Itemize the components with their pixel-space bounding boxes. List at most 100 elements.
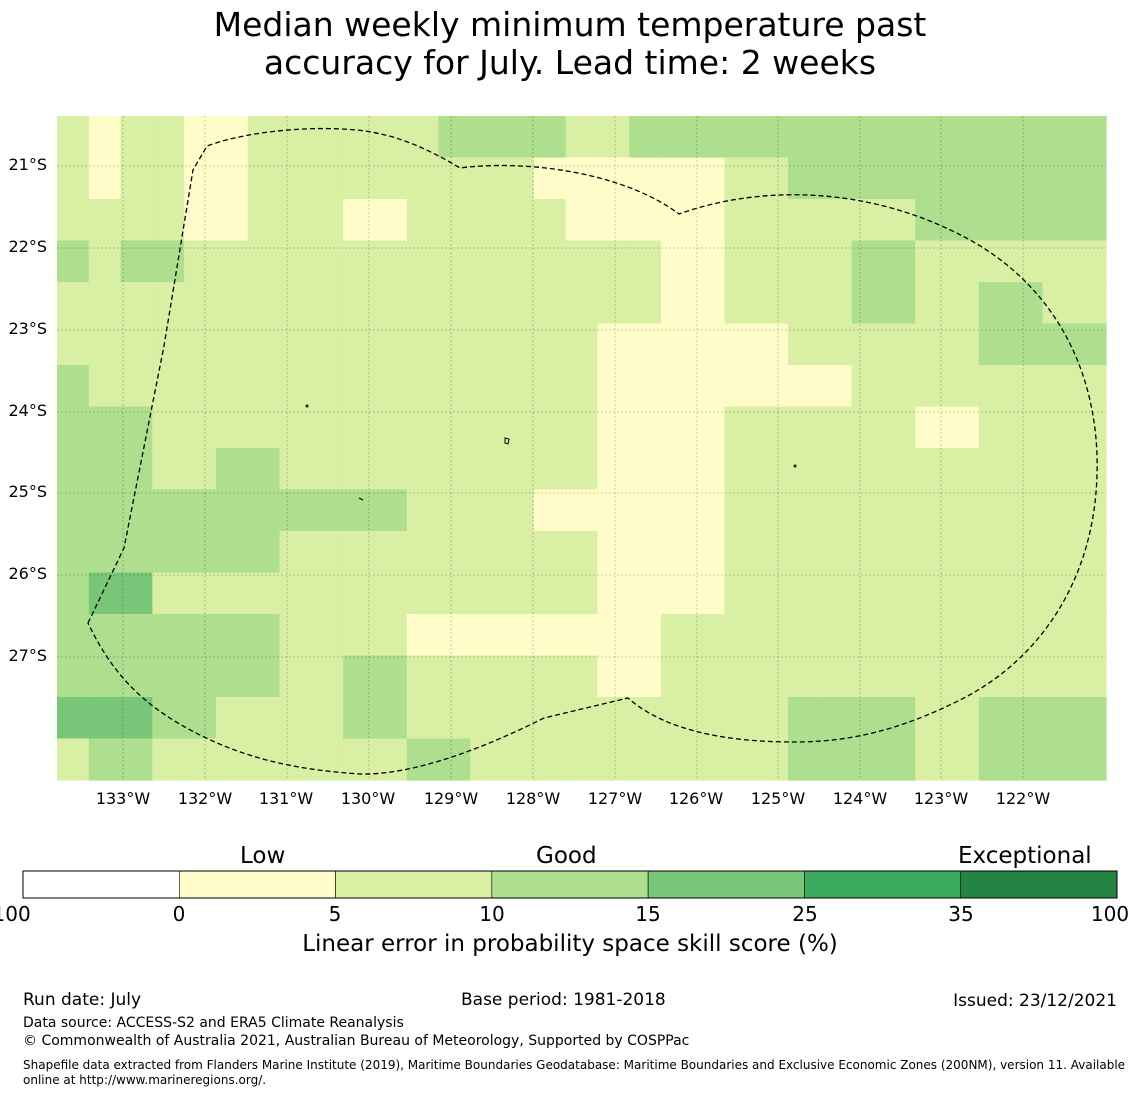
grid-cell xyxy=(629,240,662,283)
grid-cell xyxy=(152,655,185,698)
colorbar-title: Linear error in probability space skill … xyxy=(302,931,838,957)
grid-cell xyxy=(851,282,885,325)
grid-cell xyxy=(629,406,662,449)
grid-cell xyxy=(247,572,281,615)
grid-cell xyxy=(915,655,948,698)
grid-cell xyxy=(788,240,821,283)
grid-cell xyxy=(597,116,630,159)
grid-cell xyxy=(533,655,567,698)
grid-cell xyxy=(88,489,122,532)
grid-cell xyxy=(1042,655,1075,698)
grid-cell xyxy=(660,697,694,740)
grid-cell xyxy=(978,199,1012,242)
grid-cell xyxy=(1042,572,1075,615)
grid-cell xyxy=(57,697,90,740)
grid-cell xyxy=(788,406,821,449)
grid-cell xyxy=(883,406,916,449)
grid-cell xyxy=(660,738,694,781)
grid-cell xyxy=(819,614,853,657)
grid-cell xyxy=(660,655,694,698)
grid-cell xyxy=(915,240,948,283)
grid-cell xyxy=(247,489,281,532)
grid-cell xyxy=(819,738,853,781)
grid-cell xyxy=(1042,697,1075,740)
grid-cell xyxy=(470,655,503,698)
grid-cell xyxy=(978,365,1012,408)
grid-cell xyxy=(1042,157,1075,200)
grid-cell xyxy=(660,531,694,574)
grid-cell xyxy=(57,531,90,574)
grid-cell xyxy=(1042,365,1075,408)
grid-cell xyxy=(311,614,344,657)
grid-cell xyxy=(120,282,153,325)
grid-cell xyxy=(1010,614,1044,657)
grid-cell xyxy=(724,282,757,325)
grid-cell xyxy=(915,531,948,574)
grid-cell xyxy=(597,697,630,740)
grid-cell xyxy=(311,323,344,366)
grid-cell xyxy=(1042,406,1075,449)
grid-cell xyxy=(152,614,185,657)
grid-cell xyxy=(279,282,312,325)
grid-cell xyxy=(88,323,122,366)
grid-cell xyxy=(120,116,153,159)
grid-cell xyxy=(724,240,757,283)
grid-cell xyxy=(660,489,694,532)
grid-cell xyxy=(406,655,440,698)
grid-cell xyxy=(1042,614,1075,657)
grid-cell xyxy=(1074,406,1107,449)
grid-cell xyxy=(724,157,757,200)
lon-label: 124°W xyxy=(832,789,888,808)
grid-cell xyxy=(502,448,535,491)
grid-cell xyxy=(311,406,344,449)
grid-cell xyxy=(660,116,694,159)
grid-cell xyxy=(502,738,535,781)
grid-cell xyxy=(533,406,567,449)
grid-cell xyxy=(851,448,885,491)
grid-cell xyxy=(597,323,630,366)
grid-cell xyxy=(470,199,503,242)
grid-cell xyxy=(438,697,471,740)
grid-cell xyxy=(1010,531,1044,574)
grid-cell xyxy=(788,738,821,781)
grid-cell xyxy=(629,116,662,159)
grid-cell xyxy=(120,199,153,242)
grid-cell xyxy=(343,448,376,491)
grid-cell xyxy=(629,614,662,657)
title-line-2: accuracy for July. Lead time: 2 weeks xyxy=(263,43,877,82)
grid-cell xyxy=(692,614,726,657)
grid-cell xyxy=(311,116,344,159)
title-line-1: Median weekly minimum temperature past xyxy=(213,5,927,44)
grid-cell xyxy=(311,572,344,615)
grid-cell xyxy=(343,489,376,532)
grid-cell xyxy=(247,157,281,200)
grid-cell xyxy=(279,697,312,740)
grid-cell xyxy=(1042,199,1075,242)
grid-cell xyxy=(533,282,567,325)
lon-label: 125°W xyxy=(750,789,806,808)
grid-cell xyxy=(915,489,948,532)
grid-cell xyxy=(88,365,122,408)
grid-cell xyxy=(915,323,948,366)
grid-cell xyxy=(565,448,598,491)
grid-cell xyxy=(1074,738,1107,781)
grid-cell xyxy=(152,282,185,325)
grid-cell xyxy=(279,406,312,449)
grid-cell xyxy=(406,406,440,449)
grid-cell xyxy=(215,655,249,698)
grid-cell xyxy=(57,738,90,781)
grid-cell xyxy=(533,448,567,491)
grid-cell xyxy=(502,572,535,615)
grid-cell xyxy=(88,697,122,740)
grid-cell xyxy=(883,157,916,200)
grid-cell xyxy=(215,116,249,159)
grid-cell xyxy=(533,531,567,574)
grid-cell xyxy=(152,157,185,200)
grid-cell xyxy=(502,199,535,242)
grid-cell xyxy=(947,406,980,449)
grid-cell xyxy=(851,406,885,449)
colorbar-tick: 100 xyxy=(1090,902,1130,926)
grid-cell xyxy=(438,157,471,200)
grid-cell xyxy=(279,614,312,657)
grid-cell xyxy=(533,489,567,532)
